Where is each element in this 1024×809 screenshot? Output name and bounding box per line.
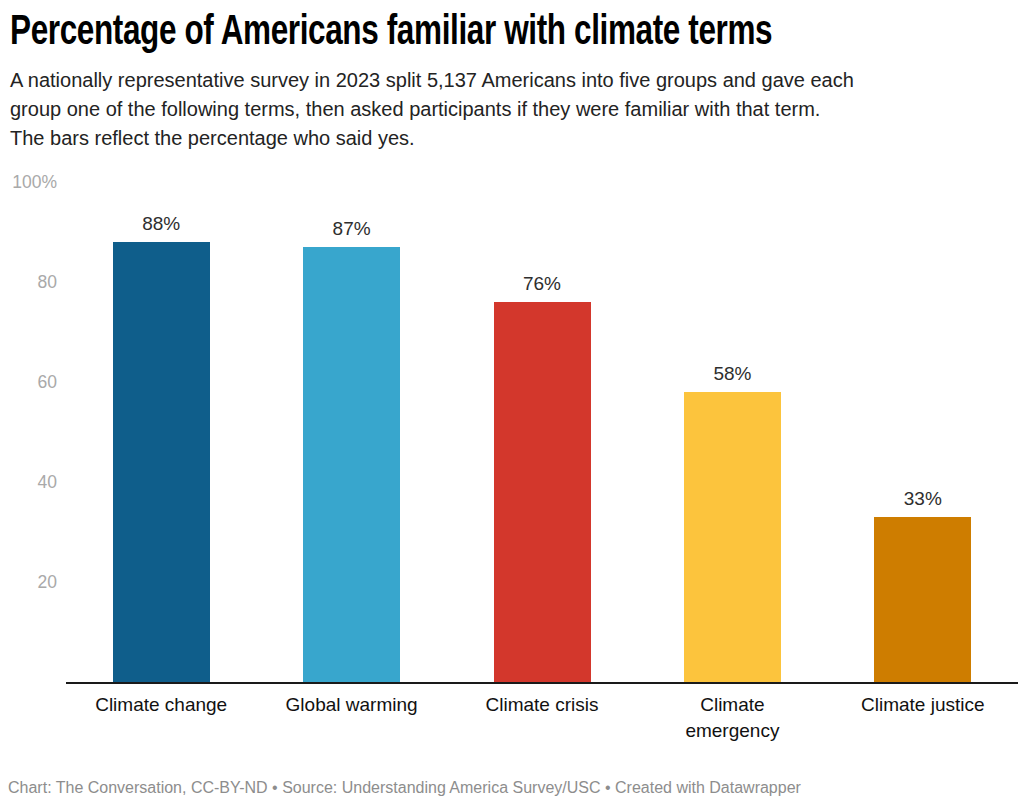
y-axis-tick-label: 20 xyxy=(0,571,57,593)
bar xyxy=(494,302,591,682)
y-axis-tick-label: 40 xyxy=(0,471,57,493)
bar xyxy=(684,392,781,682)
bar-value-label: 87% xyxy=(292,218,412,240)
bar-category-label: Climate emergency xyxy=(637,692,827,743)
y-axis-tick-label: 80 xyxy=(0,271,57,293)
bar-category-label: Global warming xyxy=(257,692,447,718)
bar-value-label: 88% xyxy=(101,213,221,235)
bar-category-label: Climate justice xyxy=(828,692,1018,718)
bar-value-label: 76% xyxy=(482,273,602,295)
bar-category-label: Climate change xyxy=(66,692,256,718)
bar-value-label: 33% xyxy=(863,488,983,510)
bar xyxy=(874,517,971,682)
bar-category-label: Climate crisis xyxy=(447,692,637,718)
x-axis-line xyxy=(66,682,1018,684)
chart-footer: Chart: The Conversation, CC-BY-ND • Sour… xyxy=(8,778,801,798)
bar xyxy=(113,242,210,682)
chart-page: Percentage of Americans familiar with cl… xyxy=(0,0,1024,809)
bar-chart: 20 40 60 80 100% 88% Climate change 87% Global w… xyxy=(0,0,1024,809)
bar-value-label: 58% xyxy=(672,363,792,385)
bar xyxy=(303,247,400,682)
y-axis-tick-label: 60 xyxy=(0,371,57,393)
y-axis-tick-label: 100% xyxy=(0,171,57,193)
